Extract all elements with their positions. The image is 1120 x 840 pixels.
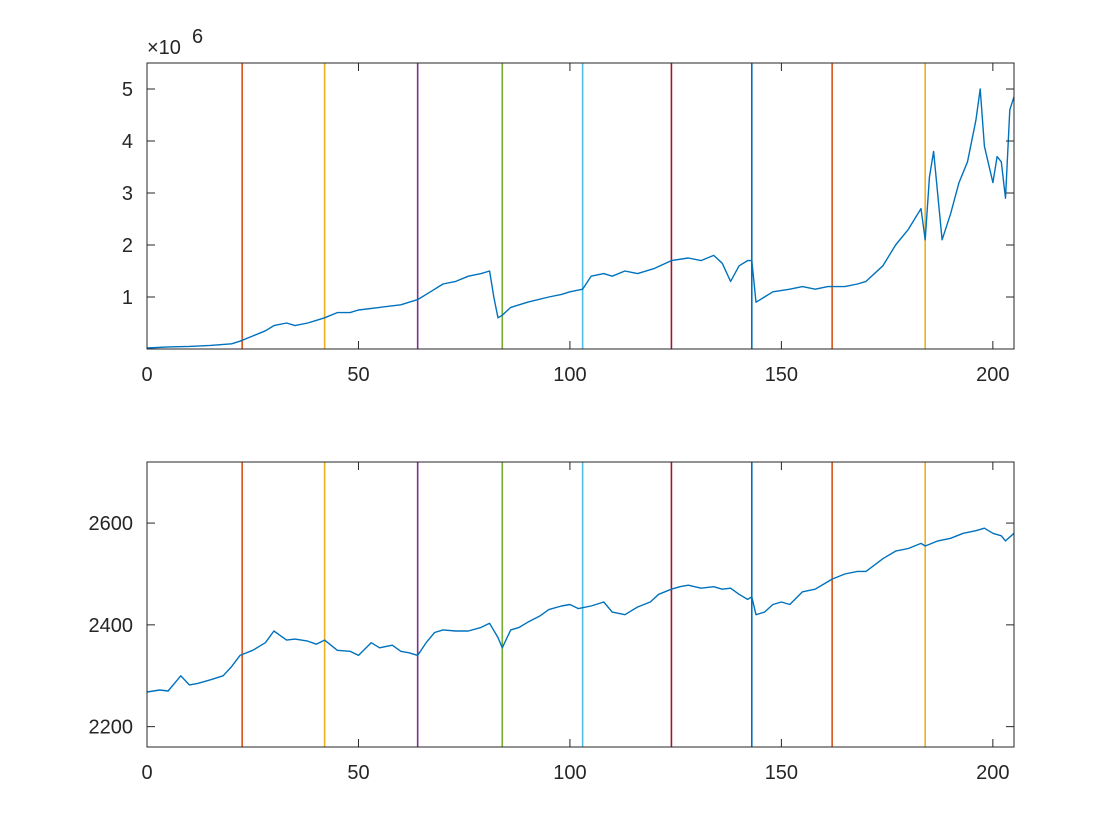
y-tick-label: 5 (122, 79, 133, 101)
y-tick-label: 2200 (89, 717, 134, 739)
y-tick-label: 2600 (89, 513, 134, 535)
y-exponent-label: ×10 (147, 37, 181, 59)
top-subplot: 0 50 100 150 200 1 2 3 4 5 ×10 6 (122, 26, 1015, 386)
series-line (146, 527, 1015, 693)
x-tick-label: 100 (553, 364, 586, 386)
y-tick-label: 3 (122, 183, 133, 205)
x-tick-label: 150 (765, 364, 798, 386)
y-tick-label: 2400 (89, 615, 134, 637)
series-line (146, 88, 1015, 349)
x-tick-label: 0 (141, 364, 152, 386)
x-tick-label: 200 (976, 364, 1009, 386)
y-tick-label: 2 (122, 235, 133, 257)
x-tick-label: 200 (976, 762, 1009, 784)
x-tick-label: 150 (765, 762, 798, 784)
x-tick-label: 100 (553, 762, 586, 784)
y-tick-label: 4 (122, 131, 133, 153)
x-tick-label: 50 (347, 762, 369, 784)
x-tick-label: 50 (347, 364, 369, 386)
bottom-subplot: 0 50 100 150 200 2200 2400 2600 (89, 461, 1015, 784)
x-tick-label: 0 (141, 762, 152, 784)
y-exponent-power: 6 (192, 26, 203, 48)
axes-box (146, 62, 1015, 350)
y-tick-label: 1 (122, 287, 133, 309)
axes-box (146, 461, 1015, 748)
